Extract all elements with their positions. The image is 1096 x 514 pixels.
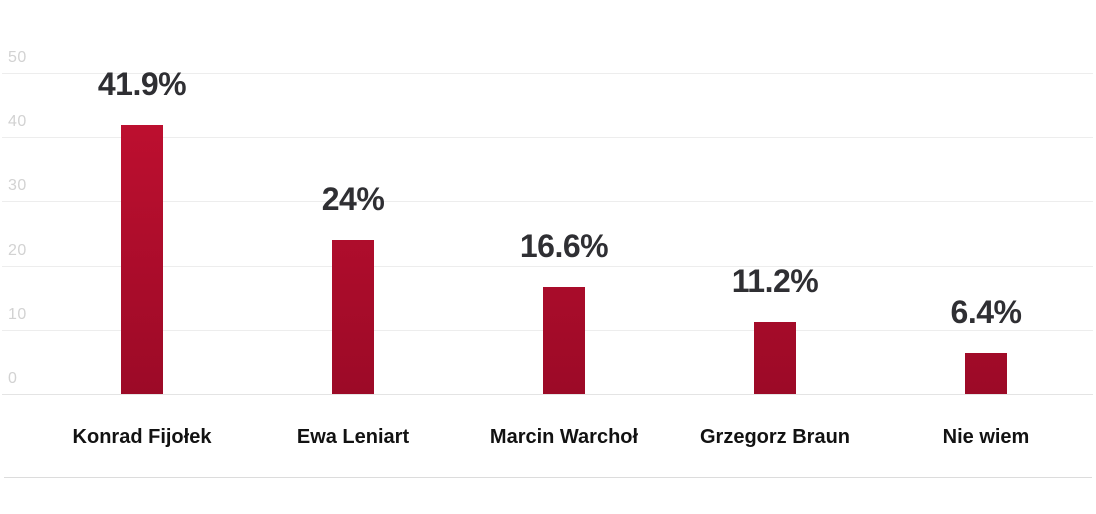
data-label-2: 24%	[321, 181, 385, 217]
data-label-3: 16.6%	[519, 228, 609, 264]
data-label-4: 11.2%	[731, 263, 819, 299]
ytick-label-0: 0	[8, 370, 18, 387]
bottom-divider	[4, 477, 1092, 478]
bar-1[interactable]	[121, 125, 163, 394]
data-label-5: 6.4%	[950, 294, 1022, 330]
bar-3[interactable]	[543, 287, 585, 394]
category-label-5: Nie wiem	[942, 426, 1030, 448]
bar-5[interactable]	[965, 353, 1007, 394]
bar-4[interactable]	[754, 322, 796, 394]
gridline-40	[2, 137, 1093, 139]
category-label-1: Konrad Fijołek	[72, 426, 212, 448]
gridline-20	[2, 265, 1093, 267]
ytick-label-50: 50	[8, 49, 27, 66]
data-label-1: 41.9%	[97, 66, 187, 102]
category-label-4: Grzegorz Braun	[699, 426, 851, 448]
bar-2[interactable]	[332, 240, 374, 394]
ytick-label-20: 20	[8, 241, 27, 259]
x-axis-line	[2, 394, 1093, 395]
ytick-label-30: 30	[8, 177, 27, 195]
gridline-30	[2, 201, 1093, 203]
ytick-label-10: 10	[8, 305, 27, 323]
ytick-label-40: 40	[8, 113, 27, 131]
gridline-50	[2, 73, 1093, 74]
category-label-2: Ewa Leniart	[296, 426, 410, 448]
category-label-3: Marcin Warchoł	[489, 426, 639, 448]
